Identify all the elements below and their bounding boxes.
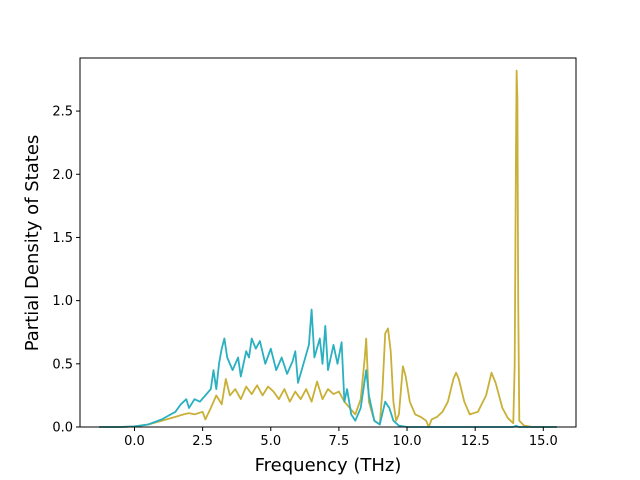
y-axis-ticks: 0.0 0.5 1.0 1.5 2.0 2.5 bbox=[52, 105, 80, 436]
y-tick-label: 1.5 bbox=[52, 231, 73, 246]
x-tick-label: 7.5 bbox=[329, 434, 350, 449]
x-axis-ticks: 0.0 2.5 5.0 7.5 10.0 12.5 15.0 bbox=[124, 427, 558, 449]
y-tick-label: 2.0 bbox=[52, 168, 73, 183]
x-tick-label: 15.0 bbox=[529, 434, 558, 449]
y-axis-title: Partial Density of States bbox=[22, 135, 43, 352]
y-tick-label: 0.0 bbox=[52, 421, 73, 436]
y-tick-label: 2.5 bbox=[52, 105, 73, 120]
y-tick-label: 1.0 bbox=[52, 294, 73, 309]
series-lines bbox=[99, 69, 557, 428]
y-tick-label: 0.5 bbox=[52, 357, 73, 372]
x-tick-label: 5.0 bbox=[260, 434, 281, 449]
plot-area-frame bbox=[79, 57, 577, 428]
series-line-1 bbox=[99, 69, 557, 428]
x-tick-label: 0.0 bbox=[124, 434, 145, 449]
series-line-2 bbox=[99, 308, 557, 428]
x-tick-label: 2.5 bbox=[192, 434, 213, 449]
x-tick-label: 12.5 bbox=[461, 434, 490, 449]
x-tick-label: 10.0 bbox=[393, 434, 422, 449]
x-axis-title: Frequency (THz) bbox=[255, 455, 402, 476]
